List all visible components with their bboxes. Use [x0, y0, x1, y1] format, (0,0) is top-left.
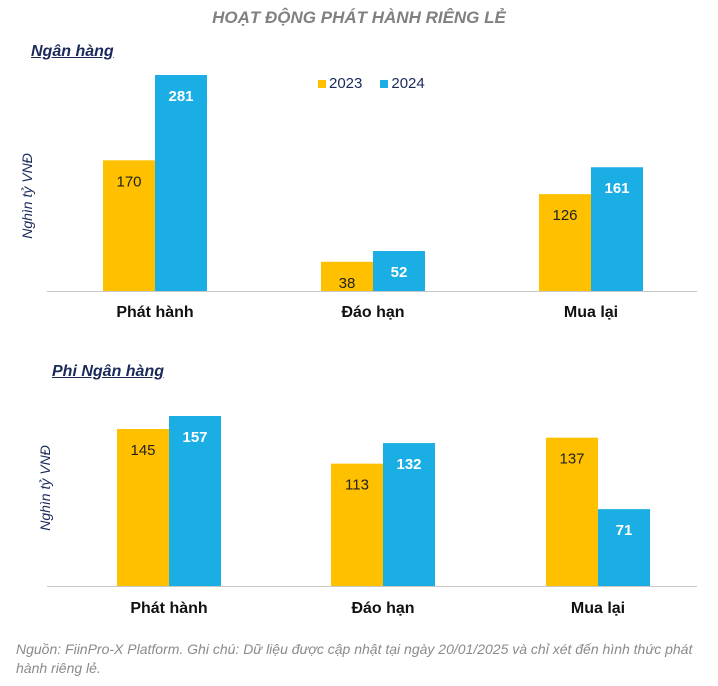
bar-2024: [598, 509, 650, 586]
category-label: Phát hành: [116, 304, 193, 321]
data-label: 71: [616, 522, 633, 539]
footnote: Nguồn: FiinPro-X Platform. Ghi chú: Dữ l…: [16, 641, 693, 676]
data-label: 38: [339, 275, 356, 292]
legend-label: 2023: [329, 75, 363, 92]
bar-2024: [155, 75, 207, 291]
category-label: Phát hành: [130, 600, 207, 617]
legend-item-2023: 2023: [318, 75, 362, 92]
bar-2024: [383, 443, 435, 586]
legend-swatch-2023: [318, 80, 326, 88]
data-label: 281: [168, 88, 193, 105]
category-label: Đáo hạn: [351, 600, 414, 617]
legend: 2023 2024: [318, 75, 425, 92]
bar-2024: [373, 251, 425, 291]
category-label: Mua lại: [571, 600, 625, 617]
section-title-nonbank: Phi Ngân hàng: [52, 363, 164, 380]
bar-2023: [331, 463, 383, 586]
bar-2023: [103, 160, 155, 291]
bar-2023: [117, 428, 169, 586]
data-label: 145: [130, 442, 155, 459]
bar-2023: [539, 194, 591, 291]
legend-swatch-2024: [380, 80, 389, 88]
data-label: 157: [182, 429, 207, 446]
legend-item-2024: 2024: [380, 75, 425, 92]
data-label: 132: [396, 456, 421, 473]
bar-2023: [546, 437, 598, 586]
data-label: 113: [345, 477, 369, 494]
data-label: 52: [391, 264, 408, 281]
category-label: Đáo hạn: [341, 304, 404, 321]
legend-label: 2024: [391, 75, 425, 92]
data-label: 170: [116, 173, 141, 190]
bar-2024: [169, 416, 221, 586]
data-label: 161: [604, 180, 629, 197]
bar-2023: [321, 261, 373, 291]
data-label: 126: [552, 207, 577, 224]
data-label: 137: [559, 451, 584, 468]
category-label: Mua lại: [564, 304, 618, 321]
section-title-bank: Ngân hàng: [31, 43, 114, 60]
bar-2024: [591, 167, 643, 291]
chart-title: HOẠT ĐỘNG PHÁT HÀNH RIÊNG LẺ: [212, 8, 506, 27]
